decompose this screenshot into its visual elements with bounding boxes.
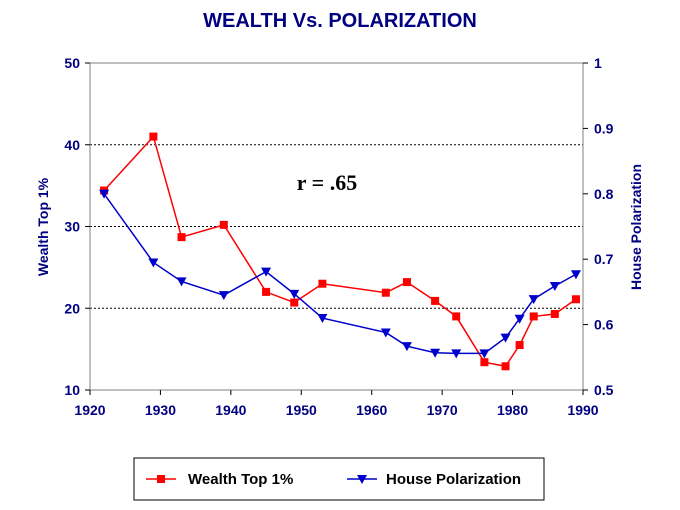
y-right-tick-label: 0.7	[594, 251, 614, 267]
house-polarization-point	[479, 349, 490, 359]
y-left-tick-label: 30	[64, 219, 80, 235]
x-tick-label: 1950	[286, 402, 317, 418]
wealth-top-1-point	[381, 288, 390, 297]
y-left-tick-label: 20	[64, 300, 80, 316]
legend-house-polarization-marker	[357, 475, 367, 484]
house-polarization-point	[430, 348, 441, 358]
wealth-top-1-point	[177, 233, 186, 242]
y-right-tick-label: 1	[594, 55, 602, 71]
house-polarization-point	[500, 333, 511, 343]
wealth-top-1-point	[529, 312, 538, 321]
wealth-top-1-point	[501, 362, 510, 371]
wealth-top-1-point	[219, 220, 228, 229]
legend-box	[133, 457, 545, 501]
wealth-top-1-point	[402, 278, 411, 287]
y-axis-right-label: House Polarization	[628, 164, 644, 290]
house-polarization-point	[528, 295, 539, 305]
house-polarization-point	[148, 258, 159, 268]
legend-wealth-top-1-marker	[157, 475, 165, 483]
house-polarization-point	[261, 267, 272, 277]
wealth-top-1-point	[515, 341, 524, 350]
chart-title: WEALTH Vs. POLARIZATION	[203, 10, 477, 32]
correlation-annotation: r = .65	[297, 170, 357, 195]
wealth-top-1-point	[149, 132, 158, 141]
y-axis-left-label: Wealth Top 1%	[35, 177, 51, 276]
x-tick-label: 1920	[74, 402, 105, 418]
x-tick-label: 1960	[356, 402, 387, 418]
house-polarization-point	[289, 289, 300, 299]
y-axis-left: 10 20 30 40 50	[64, 55, 90, 398]
wealth-top-1-point	[550, 309, 559, 318]
house-polarization-point	[401, 342, 412, 352]
wealth-top-1-point	[290, 298, 299, 307]
wealth-top-1-point	[452, 312, 461, 321]
x-tick-label: 1970	[427, 402, 458, 418]
house-polarization-point	[570, 270, 581, 280]
y-left-tick-label: 50	[64, 55, 80, 71]
wealth-top-1-point	[318, 279, 327, 288]
house-polarization-point	[380, 328, 391, 338]
house-polarization-line	[103, 193, 577, 355]
x-tick-label: 1940	[215, 402, 246, 418]
wealth-top-1-point	[262, 287, 271, 296]
house-polarization-point	[549, 282, 560, 292]
y-right-tick-label: 0.8	[594, 186, 614, 202]
x-tick-label: 1980	[497, 402, 528, 418]
house-polarization-point	[176, 277, 187, 287]
y-left-tick-label: 10	[64, 382, 80, 398]
x-tick-label: 1930	[145, 402, 176, 418]
legend-wealth-top-1-label: Wealth Top 1%	[188, 471, 293, 488]
house-polarization-point	[218, 291, 229, 301]
legend-house-polarization-label: House Polarization	[386, 471, 521, 488]
y-left-tick-label: 40	[64, 137, 80, 153]
x-axis: 1920 1930 1940 1950 1960 1970 1980 1990	[74, 390, 599, 418]
x-tick-label: 1990	[567, 402, 598, 418]
house-polarization-point	[99, 189, 110, 199]
legend: Wealth Top 1% House Polarization	[146, 471, 521, 488]
y-axis-right: 0.5 0.6 0.7 0.8 0.9 1	[583, 55, 614, 398]
house-polarization-point	[451, 349, 462, 359]
wealth-top-1-point	[480, 358, 489, 367]
y-right-tick-label: 0.9	[594, 120, 614, 136]
y-right-tick-label: 0.5	[594, 382, 614, 398]
y-right-tick-label: 0.6	[594, 317, 614, 333]
wealth-top-1-point	[431, 296, 440, 305]
house-polarization-point	[514, 314, 525, 324]
wealth-top-1-point	[571, 295, 580, 304]
series-layer	[99, 132, 581, 371]
house-polarization-point	[317, 314, 328, 324]
